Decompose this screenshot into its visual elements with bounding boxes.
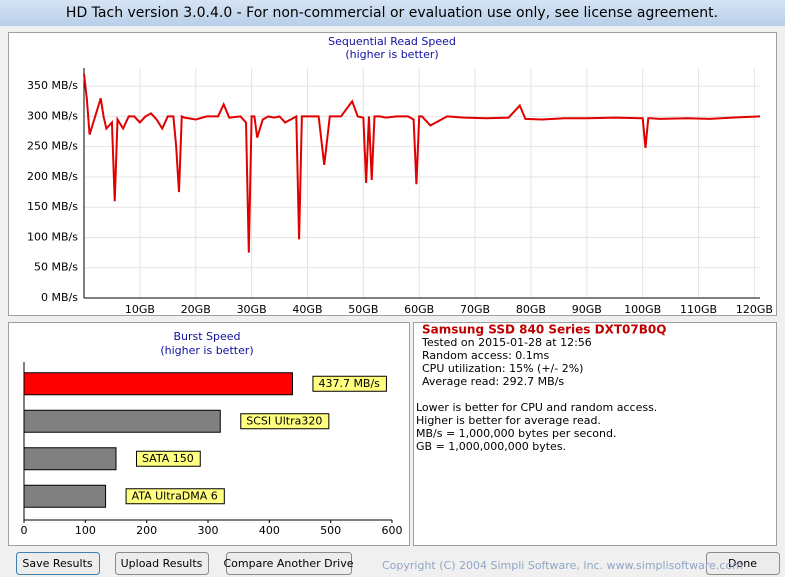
window-title: HD Tach version 3.0.4.0 - For non-commer… xyxy=(66,5,718,21)
x-tick-label: 100GB xyxy=(624,303,661,316)
y-tick-label: 100 MB/s xyxy=(27,230,78,243)
bar xyxy=(23,447,117,471)
chart-subtitle: (higher is better) xyxy=(345,48,438,61)
y-tick-label: 200 MB/s xyxy=(27,170,78,183)
note: GB = 1,000,000,000 bytes. xyxy=(416,440,566,453)
bar-label-box xyxy=(125,488,225,505)
bar-label: 437.7 MB/s xyxy=(318,377,380,390)
button-face[interactable] xyxy=(226,552,352,575)
bar-label-box xyxy=(136,450,201,467)
button-face[interactable] xyxy=(115,552,209,575)
button[interactable]: Done xyxy=(706,552,780,575)
chart-title: Burst Speed xyxy=(173,330,240,343)
note: Lower is better for CPU and random acces… xyxy=(416,401,657,414)
x-tick-label: 120GB xyxy=(736,303,773,316)
button-label[interactable]: Compare Another Drive xyxy=(223,557,353,570)
x-tick-label: 40GB xyxy=(292,303,322,316)
x-tick-label: 90GB xyxy=(572,303,602,316)
y-tick-label: 0 MB/s xyxy=(41,291,78,304)
copyright: Copyright (C) 2004 Simpli Software, Inc.… xyxy=(382,559,743,572)
button-label[interactable]: Upload Results xyxy=(121,557,203,570)
x-tick-label: 100 xyxy=(75,524,96,537)
x-tick-label: 200 xyxy=(136,524,157,537)
chart-subtitle: (higher is better) xyxy=(160,344,253,357)
title-bar xyxy=(0,0,785,26)
y-tick-label: 250 MB/s xyxy=(27,140,78,153)
bar xyxy=(23,409,221,433)
bar-label-box xyxy=(312,375,387,392)
x-tick-label: 500 xyxy=(320,524,341,537)
bar xyxy=(23,484,107,508)
x-tick-label: 30GB xyxy=(237,303,267,316)
bar-label-box xyxy=(240,413,330,430)
x-tick-label: 60GB xyxy=(404,303,434,316)
read-panel xyxy=(8,32,777,316)
x-tick-label: 0 xyxy=(21,524,28,537)
bar-label: SCSI Ultra320 xyxy=(246,414,322,427)
y-tick-label: 350 MB/s xyxy=(27,79,78,92)
button-label[interactable]: Save Results xyxy=(22,557,92,570)
button[interactable]: Save Results xyxy=(16,552,100,575)
x-tick-label: 300 xyxy=(198,524,219,537)
test-detail: Tested on 2015-01-28 at 12:56 xyxy=(421,336,592,349)
x-tick-label: 10GB xyxy=(125,303,155,316)
button[interactable]: Upload Results xyxy=(115,552,209,575)
y-tick-label: 300 MB/s xyxy=(27,109,78,122)
test-detail: Average read: 292.7 MB/s xyxy=(422,375,564,388)
note: MB/s = 1,000,000 bytes per second. xyxy=(416,427,616,440)
x-tick-label: 80GB xyxy=(516,303,546,316)
button-face[interactable] xyxy=(706,552,780,575)
test-detail: Random access: 0.1ms xyxy=(422,349,550,362)
y-tick-label: 150 MB/s xyxy=(27,200,78,213)
bar xyxy=(23,372,293,396)
x-tick-label: 50GB xyxy=(348,303,378,316)
bar-label: ATA UltraDMA 6 xyxy=(132,489,218,502)
bar-label: SATA 150 xyxy=(142,452,194,465)
button-label[interactable]: Done xyxy=(728,557,757,570)
burst-panel xyxy=(8,322,410,546)
x-tick-label: 20GB xyxy=(181,303,211,316)
note: Higher is better for average read. xyxy=(416,414,601,427)
x-tick-label: 600 xyxy=(382,524,403,537)
drive-name: Samsung SSD 840 Series DXT07B0Q xyxy=(422,323,666,337)
x-tick-label: 110GB xyxy=(680,303,717,316)
info-panel xyxy=(413,322,777,546)
chart-title: Sequential Read Speed xyxy=(328,35,456,48)
x-tick-label: 400 xyxy=(259,524,280,537)
x-tick-label: 70GB xyxy=(460,303,490,316)
test-detail: CPU utilization: 15% (+/- 2%) xyxy=(422,362,583,375)
y-tick-label: 50 MB/s xyxy=(34,261,78,274)
read-speed-line xyxy=(83,73,761,253)
button[interactable]: Compare Another Drive xyxy=(223,552,354,575)
button-face[interactable] xyxy=(16,552,100,575)
